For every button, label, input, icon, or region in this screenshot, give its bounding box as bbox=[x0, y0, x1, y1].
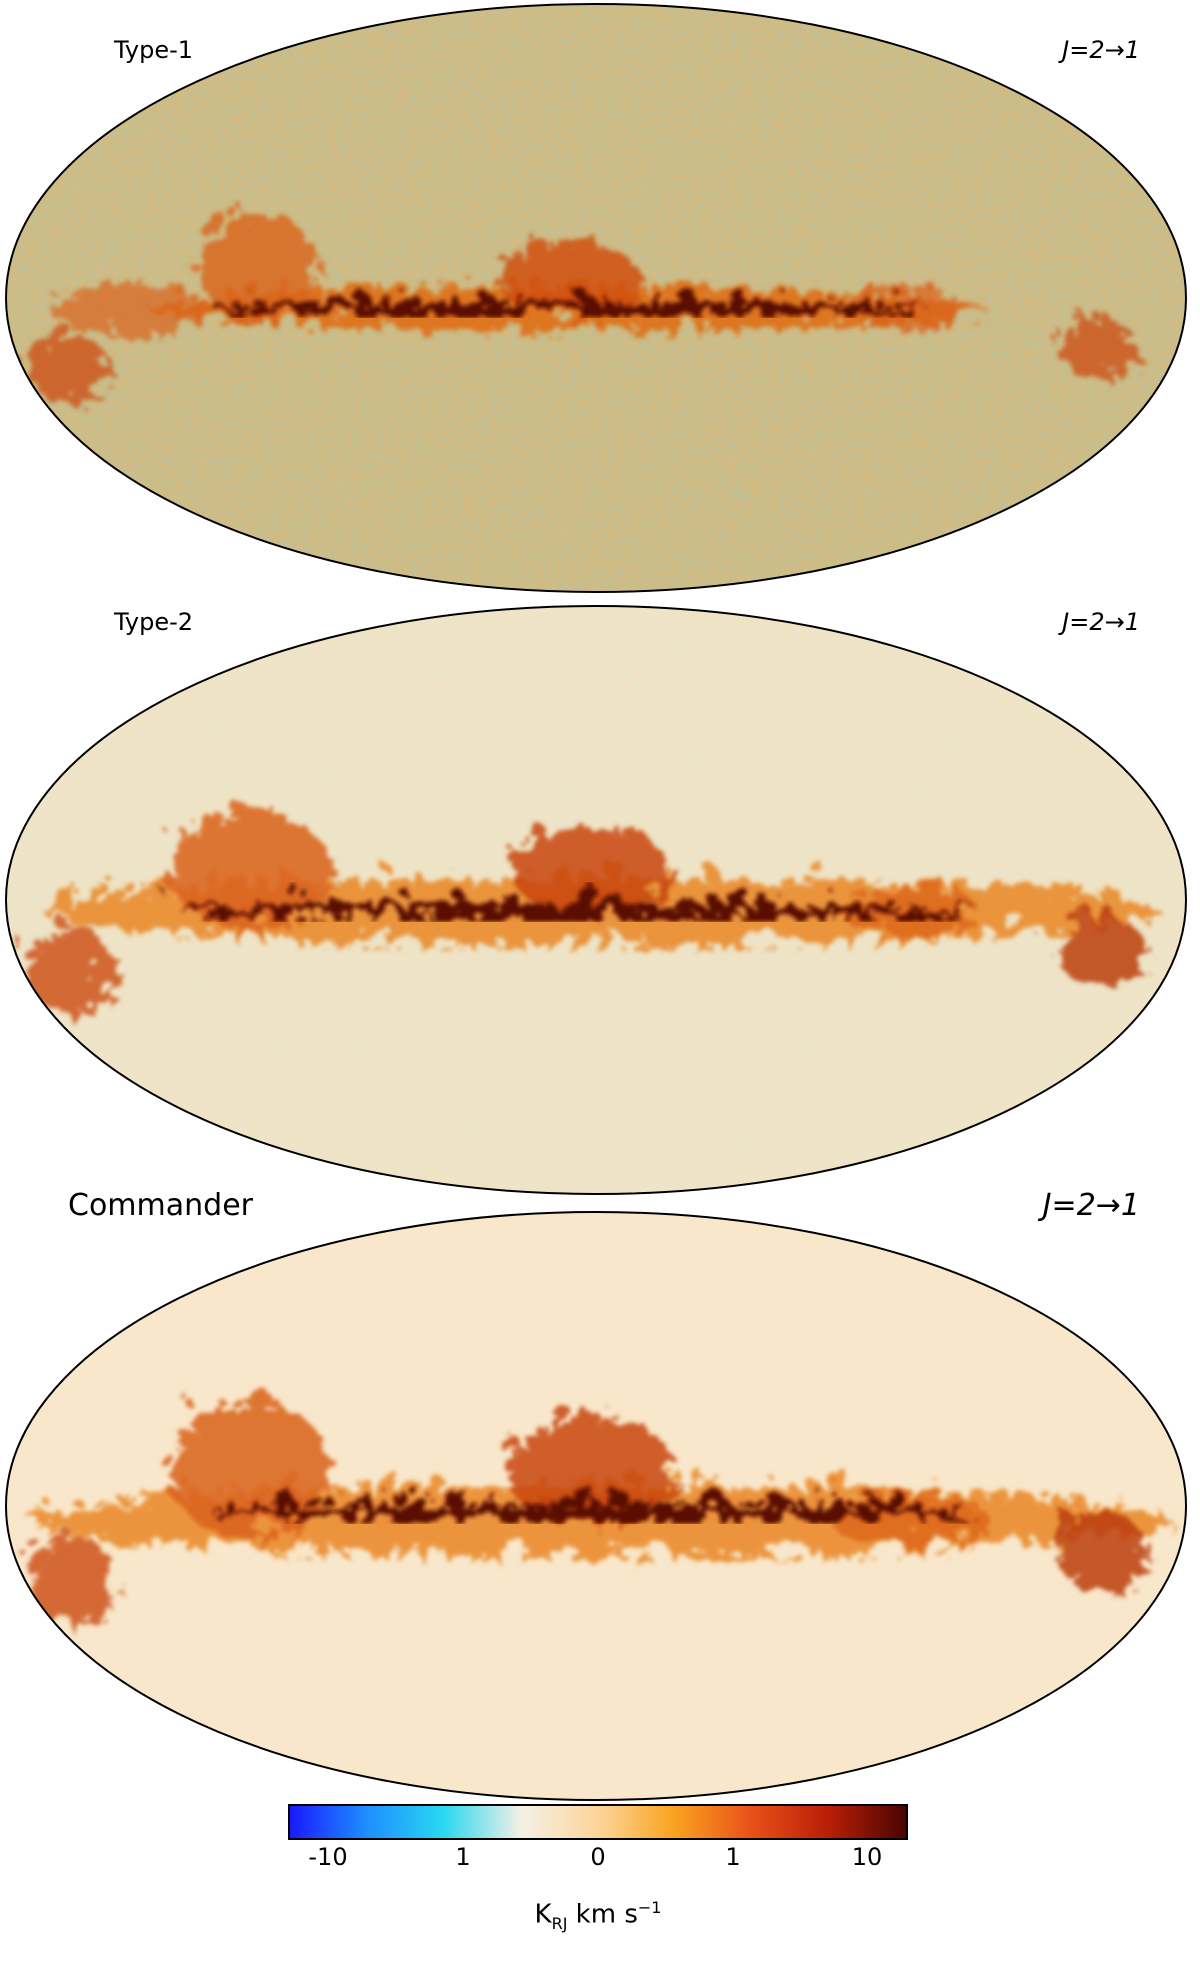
map-panel-type2: Type-2 J=2→1 bbox=[0, 600, 1200, 1200]
map-panel-type1: Type-1 J=2→1 bbox=[0, 0, 1200, 600]
colorbar-tick: 1 bbox=[455, 1843, 471, 1871]
colorbar-tick: -10 bbox=[308, 1843, 348, 1871]
all-sky-map-type1 bbox=[5, 3, 1187, 593]
colorbar-tick: 10 bbox=[851, 1843, 883, 1871]
all-sky-map-commander bbox=[5, 1211, 1187, 1801]
transition-label: J=2→1 bbox=[1062, 608, 1140, 636]
all-sky-map-type2 bbox=[5, 605, 1187, 1195]
panel-label: Type-1 bbox=[114, 36, 194, 64]
transition-label: J=2→1 bbox=[1042, 1188, 1140, 1223]
panel-label: Commander bbox=[68, 1188, 253, 1223]
colorbar-tick: 0 bbox=[590, 1843, 606, 1871]
colorbar-units-label: KRJ km s−1 bbox=[534, 1898, 662, 1933]
map-panel-commander: Commander J=2→1 bbox=[0, 1188, 1200, 1810]
panel-label: Type-2 bbox=[114, 608, 194, 636]
colorbar-tick: 1 bbox=[725, 1843, 741, 1871]
colorbar bbox=[288, 1804, 908, 1840]
transition-label: J=2→1 bbox=[1062, 36, 1140, 64]
